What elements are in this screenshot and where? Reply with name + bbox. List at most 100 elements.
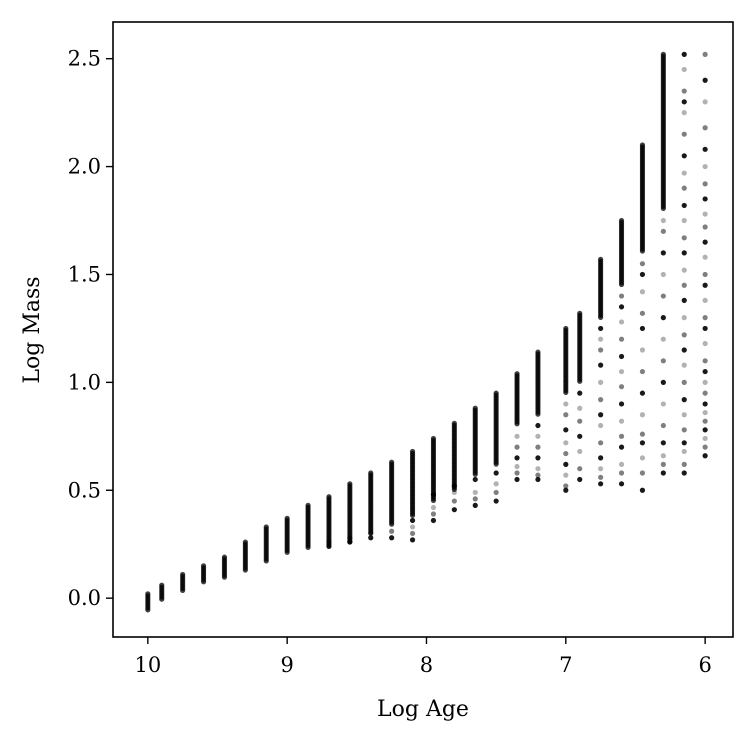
- data-point: [702, 401, 708, 407]
- data-point: [598, 362, 604, 368]
- data-point: [472, 496, 478, 502]
- data-point: [639, 412, 646, 418]
- data-point: [563, 440, 569, 446]
- data-point: [639, 390, 646, 396]
- data-point: [618, 481, 625, 487]
- data-point: [514, 444, 520, 450]
- data-point: [702, 211, 708, 217]
- data-point: [702, 125, 708, 131]
- data-point: [326, 539, 332, 545]
- data-point: [660, 470, 666, 476]
- data-point: [535, 466, 541, 472]
- data-point: [242, 567, 248, 573]
- data-point: [702, 163, 708, 170]
- data-point: [563, 412, 569, 418]
- data-point: [681, 99, 687, 105]
- data-point: [618, 304, 625, 310]
- data-point: [618, 353, 625, 360]
- y-tick-label: 2.0: [68, 155, 101, 179]
- x-axis-ticks: 10 9 8 7 6: [134, 637, 712, 677]
- data-point: [577, 448, 583, 455]
- y-tick-label: 0.5: [68, 478, 101, 502]
- data-point: [472, 471, 478, 477]
- y-tick-label: 1.5: [68, 262, 101, 286]
- data-point: [514, 470, 520, 476]
- data-point: [347, 535, 353, 541]
- data-point: [618, 281, 625, 288]
- data-point: [389, 535, 395, 541]
- data-point: [702, 390, 708, 396]
- data-point: [284, 549, 290, 555]
- data-point: [577, 390, 583, 396]
- data-point: [451, 489, 457, 496]
- data-point: [660, 440, 666, 446]
- data-point: [618, 336, 625, 342]
- data-point: [430, 504, 437, 511]
- data-point: [681, 315, 687, 321]
- data-point: [681, 448, 687, 455]
- data-point: [577, 433, 583, 439]
- data-point: [409, 512, 416, 519]
- data-point: [660, 336, 666, 342]
- data-point: [681, 379, 687, 385]
- data-point: [660, 379, 666, 385]
- data-point: [618, 368, 625, 375]
- data-point: [347, 539, 353, 545]
- data-point: [472, 502, 478, 508]
- data-point: [639, 248, 646, 254]
- data-point: [702, 418, 708, 424]
- data-point: [563, 483, 569, 489]
- data-point: [702, 409, 708, 416]
- data-point: [598, 422, 604, 429]
- data-point: [681, 427, 687, 433]
- data-point: [563, 461, 569, 467]
- data-point: [514, 421, 520, 427]
- data-point: [618, 384, 625, 390]
- data-point: [660, 422, 666, 429]
- data-point: [598, 455, 604, 461]
- data-point: [681, 170, 687, 176]
- data-point: [660, 453, 666, 459]
- data-point: [702, 435, 708, 442]
- data-point: [430, 517, 437, 524]
- data-point: [681, 202, 687, 209]
- data-point: [493, 481, 499, 487]
- data-point: [598, 336, 604, 342]
- data-point: [514, 463, 520, 470]
- data-point: [702, 146, 708, 152]
- data-point: [639, 271, 646, 278]
- data-point: [660, 217, 666, 224]
- data-point: [430, 511, 437, 517]
- data-point: [681, 51, 687, 57]
- y-tick-label: 0.0: [68, 586, 101, 610]
- data-point: [660, 293, 666, 299]
- data-point: [221, 574, 228, 580]
- data-point: [639, 440, 646, 446]
- x-tick-label: 8: [420, 653, 433, 677]
- data-point: [702, 282, 708, 288]
- data-point: [563, 472, 569, 478]
- data-point: [681, 397, 687, 403]
- data-point: [598, 466, 604, 472]
- data-point: [639, 368, 646, 375]
- data-point: [702, 77, 708, 83]
- data-point: [702, 224, 708, 230]
- data-point: [368, 530, 374, 537]
- data-point: [577, 476, 583, 483]
- data-point: [702, 271, 708, 278]
- data-point: [639, 470, 646, 476]
- data-point: [639, 325, 646, 332]
- data-point: [702, 297, 708, 303]
- data-point: [430, 491, 437, 498]
- data-point: [660, 205, 666, 211]
- data-point: [598, 379, 604, 385]
- y-axis-label: Log Mass: [20, 276, 45, 383]
- data-point: [563, 450, 569, 457]
- data-point: [702, 427, 708, 433]
- data-point: [681, 297, 687, 303]
- x-axis-label: Log Age: [377, 697, 469, 722]
- data-point: [681, 332, 687, 338]
- data-point: [514, 455, 520, 461]
- data-point: [702, 51, 708, 57]
- data-point: [681, 110, 687, 116]
